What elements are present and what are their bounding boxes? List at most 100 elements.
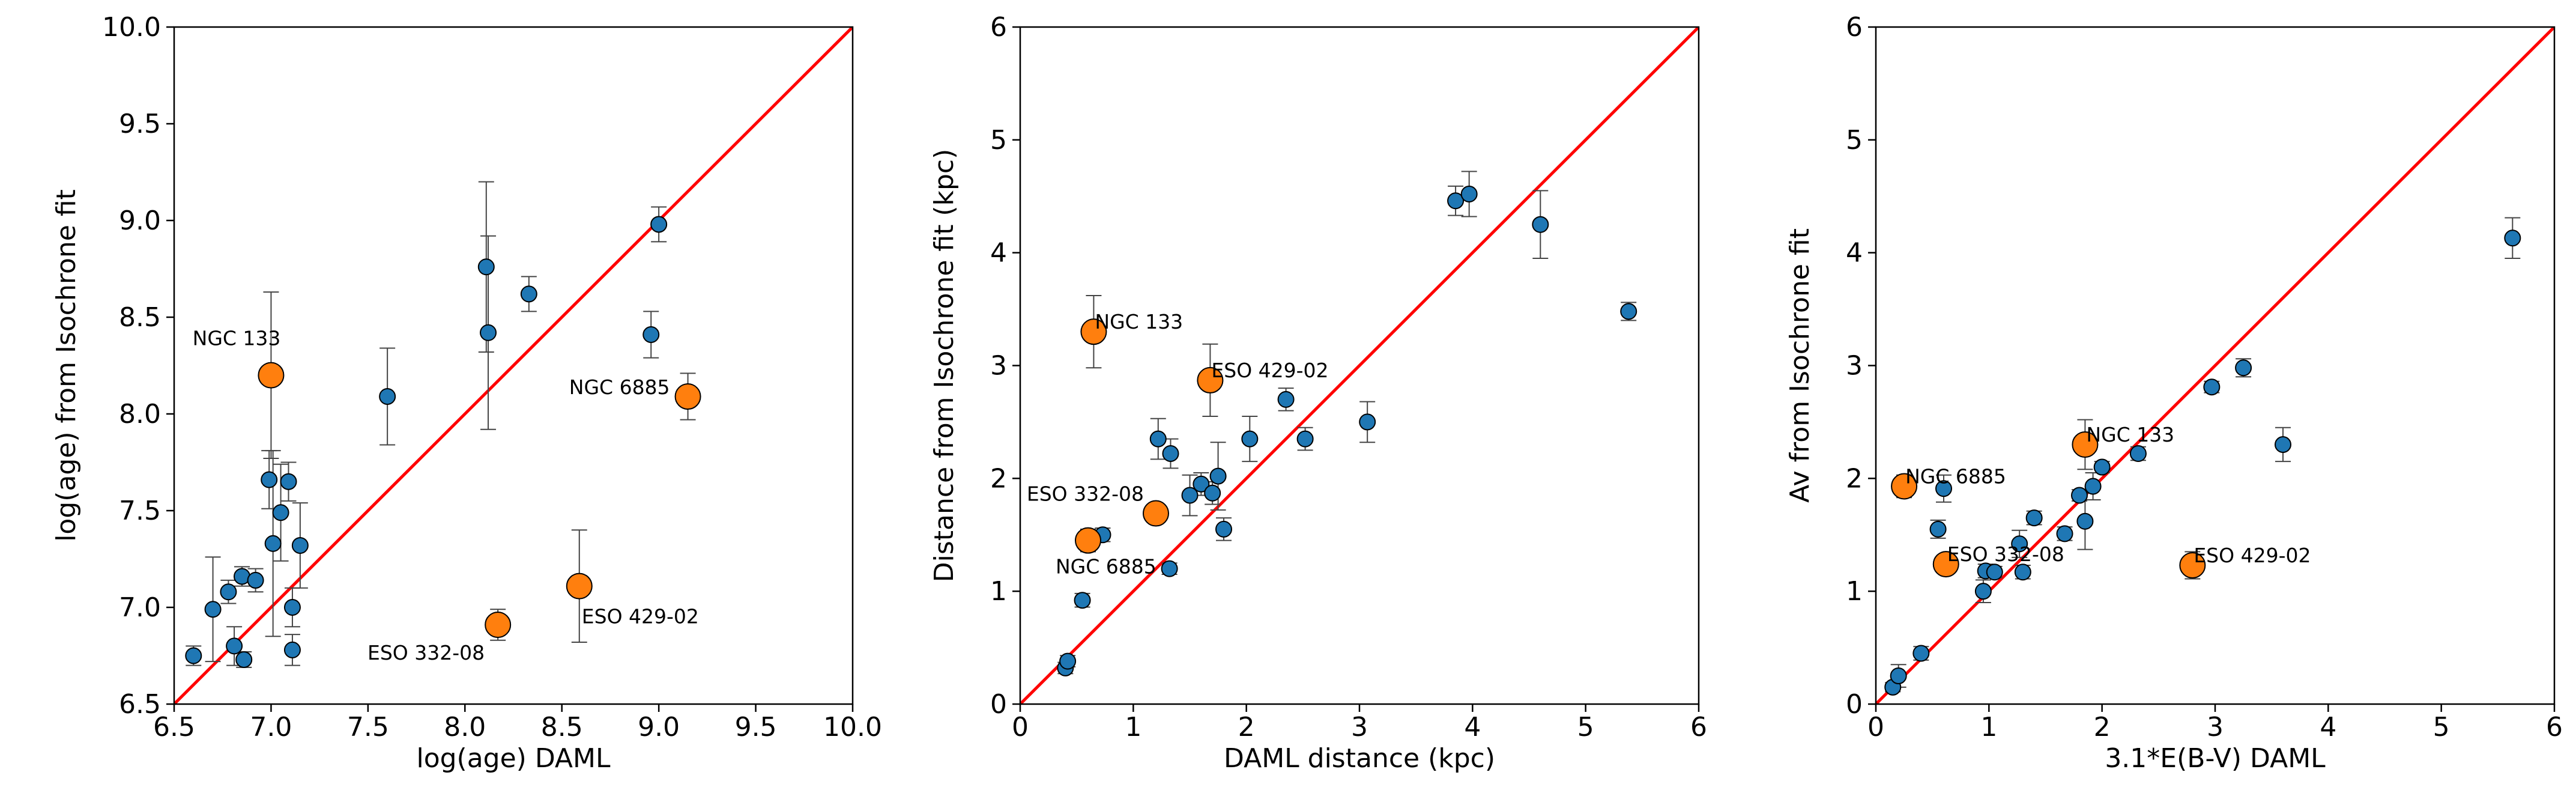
y-tick-label: 1 — [990, 576, 1007, 607]
data-point — [1447, 192, 1465, 210]
data-point — [1460, 185, 1478, 202]
data-point — [1059, 652, 1077, 670]
extinction-comparison-panel: NGC 6885 NGC 133 ESO 332-08 ESO 429-02 0 1 2 3 4… — [1785, 12, 2563, 774]
y-tick-label: 2 — [990, 463, 1007, 494]
y-tick-label: 0 — [1846, 689, 1863, 720]
x-tick-label: 8.0 — [444, 712, 486, 743]
data-point — [2093, 458, 2111, 476]
highlight-point — [258, 362, 285, 389]
data-point — [2275, 436, 2291, 453]
data-point — [477, 258, 495, 276]
age-comparison-panel: NGC 133 NGC 6885 ESO 429-02 ESO 332-08 6.5 7.… — [51, 12, 882, 774]
x-tick-label: 2 — [2094, 712, 2111, 743]
cluster-label: NGC 6885 — [569, 375, 670, 399]
age-y-axis-label: log(age) from Isochrone fit — [51, 189, 82, 542]
data-point — [480, 324, 497, 341]
cluster-label: ESO 332-08 — [367, 641, 485, 664]
data-point — [185, 647, 202, 664]
y-tick-label: 8.0 — [119, 399, 161, 430]
y-tick-label: 3 — [990, 351, 1007, 381]
x-tick-label: 9.5 — [735, 712, 777, 743]
data-point — [272, 504, 289, 521]
data-point — [220, 583, 237, 601]
highlight-point — [2179, 551, 2206, 579]
cluster-label: NGC 133 — [1095, 310, 1183, 333]
data-point — [2504, 229, 2521, 247]
y-tick-label: 9.0 — [119, 205, 161, 236]
data-point — [1277, 390, 1295, 408]
cluster-label: NGC 6885 — [1056, 555, 1156, 579]
extinction-x-axis-label: 3.1*E(B-V) DAML — [2105, 743, 2326, 774]
y-tick-label: 4 — [990, 238, 1007, 269]
data-point — [1209, 467, 1227, 485]
distance-plot-area: NGC 133 ESO 429-02 ESO 332-08 NGC 6885 0 1 2 3 4… — [990, 12, 1707, 743]
highlight-point — [485, 611, 512, 638]
data-point — [2203, 378, 2221, 396]
data-point — [1162, 445, 1179, 463]
cluster-label: ESO 332-08 — [1027, 482, 1144, 506]
highlight-point — [1075, 527, 1101, 554]
data-point — [1215, 520, 1232, 538]
data-point — [2084, 478, 2102, 495]
data-point — [2076, 512, 2094, 530]
cluster-label: ESO 429-02 — [2194, 544, 2311, 567]
x-tick-label: 8.5 — [541, 712, 583, 743]
distance-y-axis-label: Distance from Isochrone fit (kpc) — [929, 149, 960, 583]
y-tick-label: 9.5 — [119, 109, 161, 139]
data-point — [1181, 487, 1199, 504]
data-point — [379, 388, 396, 406]
data-point — [520, 285, 537, 303]
x-tick-label: 0 — [1012, 712, 1029, 743]
data-point — [1074, 592, 1091, 609]
data-point — [247, 571, 264, 589]
y-tick-label: 7.0 — [119, 592, 161, 623]
cluster-label: ESO 332-08 — [1947, 542, 2064, 566]
data-point — [283, 599, 301, 616]
data-point — [1296, 430, 1314, 448]
data-point — [650, 216, 668, 233]
data-point — [1890, 667, 1907, 685]
y-tick-label: 1 — [1846, 576, 1863, 607]
y-tick-label: 0 — [990, 689, 1007, 720]
highlight-point — [2072, 431, 2099, 458]
x-tick-label: 1 — [1125, 712, 1141, 743]
axes-frame — [173, 26, 854, 705]
data-point — [2056, 525, 2073, 542]
highlight-point — [1197, 366, 1224, 393]
data-point — [2071, 487, 2088, 504]
highlight-point — [1891, 473, 1918, 500]
data-point — [1532, 216, 1549, 233]
y-tick-label: 6.5 — [119, 689, 161, 720]
y-tick-label: 3 — [1846, 351, 1863, 381]
data-point — [2129, 445, 2147, 463]
distance-x-axis-label: DAML distance (kpc) — [1224, 743, 1495, 774]
cluster-label: NGC 6885 — [1905, 464, 2006, 488]
data-point — [2025, 509, 2043, 527]
x-tick-label: 5 — [2433, 712, 2450, 743]
data-point — [1161, 560, 1178, 577]
data-point — [1986, 564, 2003, 581]
identity-line — [1020, 27, 1699, 704]
x-tick-label: 6.5 — [153, 712, 195, 743]
cluster-label: NGC 133 — [193, 327, 281, 350]
data-point — [264, 535, 282, 552]
distance-comparison-panel: NGC 133 ESO 429-02 ESO 332-08 NGC 6885 0 1 2 3 4… — [929, 12, 1707, 774]
highlight-point — [566, 573, 593, 600]
data-point — [291, 536, 309, 554]
x-tick-label: 3 — [1351, 712, 1368, 743]
age-x-axis-label: log(age) DAML — [416, 743, 611, 774]
data-point — [642, 326, 660, 343]
y-tick-label: 7.5 — [119, 496, 161, 526]
data-point — [235, 651, 253, 668]
x-tick-label: 6 — [2546, 712, 2563, 743]
data-point — [1935, 480, 1952, 497]
data-point — [2235, 359, 2252, 377]
y-tick-label: 6 — [1846, 12, 1863, 43]
x-tick-label: 7.0 — [250, 712, 292, 743]
data-point — [1241, 430, 1259, 448]
extinction-y-axis-label: Av from Isochrone fit — [1785, 228, 1815, 503]
data-point — [280, 473, 297, 490]
x-tick-label: 1 — [1980, 712, 1997, 743]
extinction-plot-area: NGC 6885 NGC 133 ESO 332-08 ESO 429-02 0 1 2 3 4… — [1846, 12, 2563, 743]
